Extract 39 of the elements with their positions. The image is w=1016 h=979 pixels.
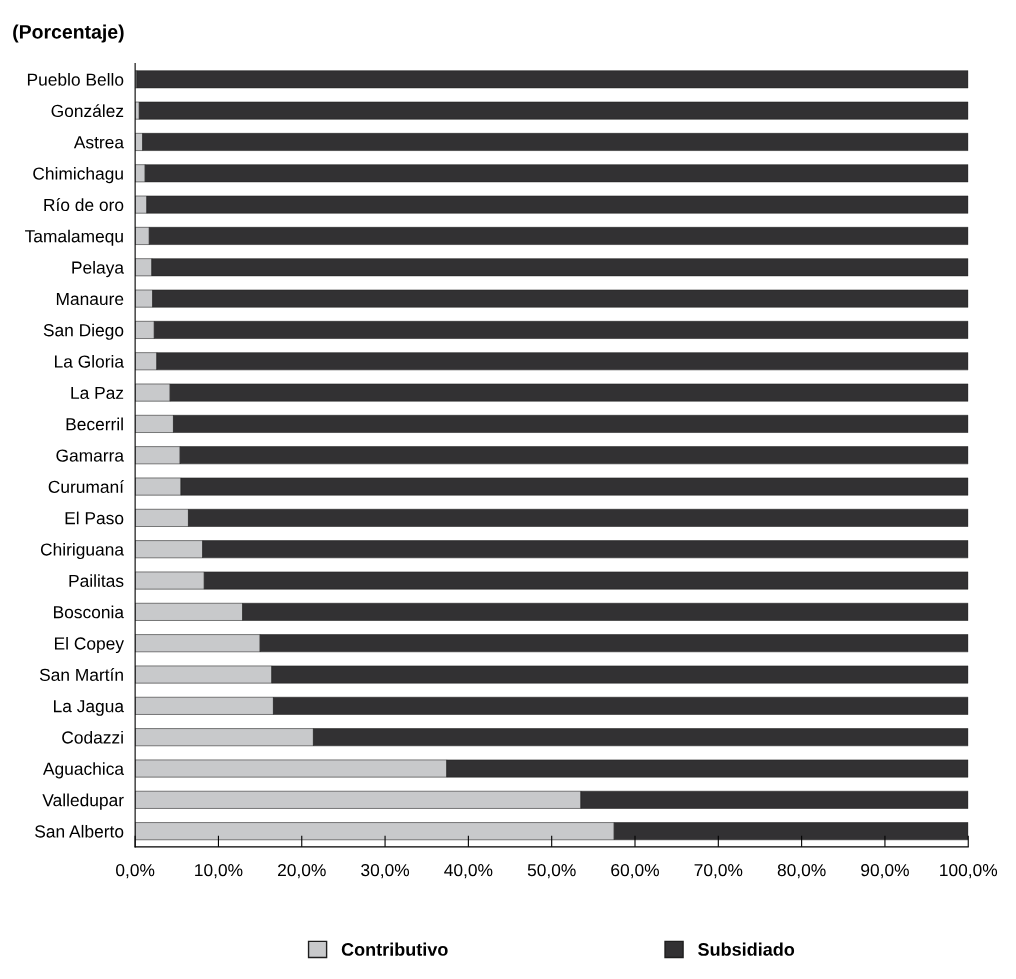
y-tick-label: Bosconia	[54, 605, 125, 619]
y-tick-label: Pelaya	[72, 260, 125, 278]
y-tick-label: Codazzi	[62, 730, 123, 744]
y-tick-label: San Alberto	[35, 824, 124, 838]
y-tick-label: Pueblo Bello	[27, 73, 124, 86]
x-tick-label: 40,0%	[444, 863, 493, 879]
y-tick-label: Chimichagu	[33, 166, 123, 184]
x-tick-label: 70,0%	[694, 863, 743, 879]
y-tick-label: San Diego	[43, 323, 124, 340]
y-tick-label: Aguachica	[42, 762, 125, 779]
x-tick-label: 80,0%	[777, 863, 826, 879]
x-tick-label: 60,0%	[611, 863, 659, 879]
x-tick-label: 90,0%	[861, 863, 909, 879]
y-tick-label: La Jagua	[54, 700, 125, 716]
chart-title: (Porcentaje)	[13, 24, 124, 43]
y-tick-label: La Paz	[71, 386, 124, 400]
y-tick-label: González	[51, 104, 124, 118]
x-tick-label: 30,0%	[361, 863, 410, 879]
y-tick-label: El Paso	[65, 511, 124, 525]
x-tick-label: 10,0%	[195, 863, 243, 879]
x-tick-label: 20,0%	[278, 863, 326, 879]
y-tick-label: Chiriguana	[40, 542, 125, 560]
y-tick-label: Valledupar	[42, 793, 124, 810]
y-tick-label: Gamarra	[56, 449, 125, 462]
y-tick-label: El Copey	[55, 636, 124, 654]
y-tick-label: Astrea	[73, 136, 125, 149]
x-tick-label: 50,0%	[527, 863, 576, 879]
y-tick-label: Río de oro	[44, 198, 124, 212]
x-tick-label: 100,0%	[940, 863, 998, 879]
y-tick-label: Curumaní	[48, 480, 124, 494]
y-tick-label: Manaure	[56, 292, 124, 306]
y-tick-label: La Gloria	[55, 354, 125, 368]
legend-label: Subsidiado	[698, 942, 795, 956]
legend-label: Contributivo	[341, 942, 448, 956]
y-tick-label: Pailitas	[69, 574, 124, 588]
y-tick-label: San Martín	[39, 668, 123, 681]
y-tick-label: Tamalamequ	[25, 229, 123, 246]
y-tick-label: Becerril	[66, 417, 123, 431]
x-tick-label: 0,0%	[116, 863, 155, 879]
